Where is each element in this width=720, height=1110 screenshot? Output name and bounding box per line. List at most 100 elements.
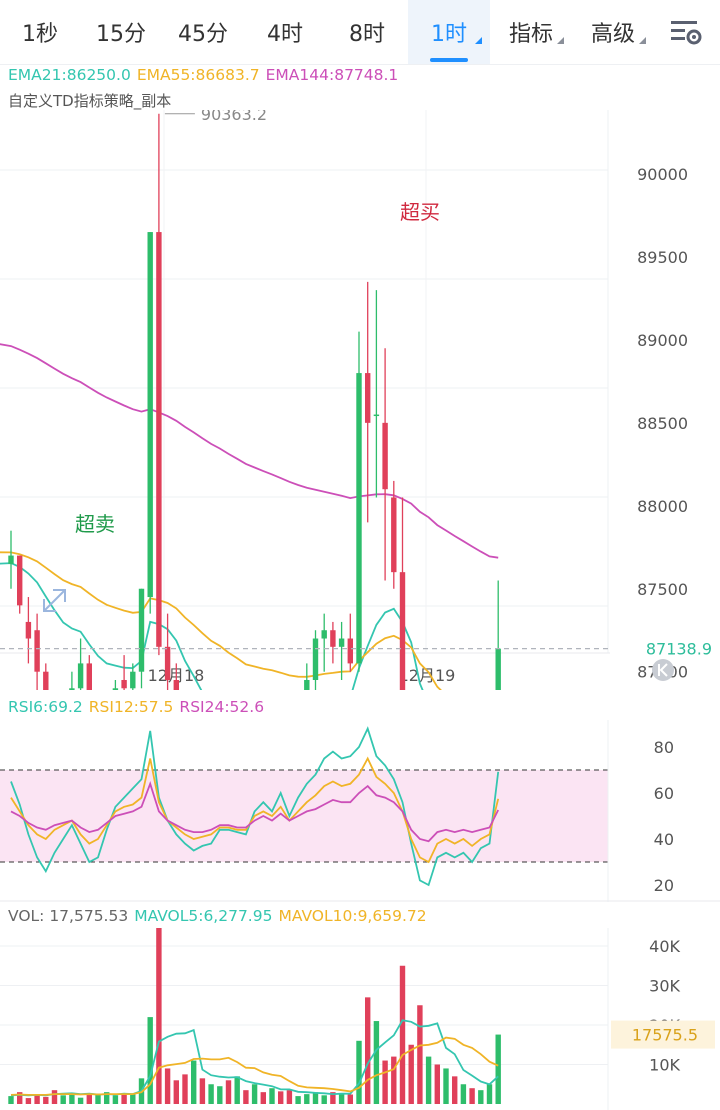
strategy-label: 自定义TD指标策略_副本: [8, 92, 172, 110]
date-tick-label: 12月19: [399, 666, 456, 685]
volume-bar: [365, 997, 371, 1104]
volume-bar: [330, 1092, 336, 1104]
volume-bar: [17, 1092, 23, 1104]
candle-body: [8, 555, 14, 564]
candle-body: [347, 638, 353, 664]
volume-bar: [95, 1093, 101, 1104]
volume-bar: [269, 1088, 275, 1104]
volume-bar: [295, 1096, 301, 1104]
rsi24-line: [10, 781, 500, 843]
volume-bar: [243, 1090, 249, 1104]
candle-body: [34, 630, 40, 672]
volume-bar: [112, 1095, 119, 1104]
volume-bar: [217, 1086, 223, 1104]
volume-bar: [434, 1064, 440, 1104]
candle-body: [77, 663, 84, 689]
rsi6-line: [10, 726, 500, 887]
ema-legend: EMA21:86250.0 EMA55:86683.7 EMA144:87748.1: [8, 66, 404, 84]
volume-bar: [173, 1080, 179, 1104]
dropdown-indicator-icon: [557, 37, 564, 44]
volume-bar: [460, 1084, 467, 1104]
price-tick-label: 88500: [637, 414, 688, 433]
candle-body: [365, 373, 371, 423]
tab-label: 指标: [508, 22, 553, 47]
timeframe-tab-bar: 1秒 15分 45分 4时 8时 1时 指标 高级: [0, 0, 720, 65]
volume-bar: [382, 1060, 388, 1104]
rsi6-value: RSI6:69.2: [8, 698, 83, 716]
candle-body: [373, 414, 380, 417]
oversold-label: 超卖: [75, 512, 115, 536]
tab-6[interactable]: 1时: [408, 0, 490, 64]
volume-bar: [452, 1076, 458, 1104]
ema21-value: EMA21:86250.0: [8, 66, 131, 84]
tab-7[interactable]: 指标: [490, 0, 572, 64]
tab-4[interactable]: 4时: [244, 0, 326, 64]
candle-body: [69, 688, 75, 690]
chart-settings-icon[interactable]: [654, 0, 718, 64]
candlestick-chart[interactable]: 9000089500890008850088000875008700086500…: [0, 110, 720, 690]
tab-label: 高级: [590, 22, 635, 47]
candle-body: [86, 663, 92, 690]
rsi-tick-label: 80: [654, 738, 674, 757]
volume-bar: [130, 1094, 136, 1104]
ema144-value: EMA144:87748.1: [265, 66, 399, 84]
candle-body: [321, 630, 327, 639]
overbought-label: 超买: [400, 200, 440, 224]
candle-body: [43, 671, 49, 690]
volume-bar: [86, 1094, 92, 1104]
volume-tick-label: 40K: [649, 937, 680, 956]
tab-3[interactable]: 45分: [162, 0, 244, 64]
volume-bar: [51, 1090, 58, 1104]
tab-1[interactable]: 1秒: [0, 0, 80, 64]
volume-bar: [469, 1088, 475, 1104]
volume-bar: [182, 1074, 188, 1104]
candle-body: [382, 422, 388, 490]
mavol10-line: [10, 1036, 499, 1096]
volume-bar: [260, 1092, 266, 1104]
tab-8[interactable]: 高级: [572, 0, 654, 64]
volume-chart[interactable]: 40K30K20K10K17575.5: [0, 928, 720, 1110]
tab-2[interactable]: 15分: [80, 0, 162, 64]
volume-bar: [251, 1084, 258, 1104]
volume-bar: [104, 1092, 110, 1104]
volume-bar: [486, 1084, 493, 1104]
mavol10-value: MAVOL10:9,659.72: [278, 907, 427, 925]
candle-body: [173, 679, 179, 690]
rsi-band: [0, 770, 608, 862]
rsi-tick-label: 20: [654, 876, 674, 895]
candle-body: [338, 638, 345, 647]
tab-label: 45分: [178, 22, 228, 47]
mavol5-value: MAVOL5:6,277.95: [134, 907, 273, 925]
scroll-to-latest-icon[interactable]: [652, 659, 674, 681]
candle-body: [312, 638, 319, 680]
volume-bar: [8, 1096, 14, 1104]
price-tick-label: 89000: [637, 331, 688, 350]
candle-body: [130, 671, 136, 689]
candle-body: [399, 572, 406, 690]
candle-body: [156, 232, 162, 647]
rsi12-value: RSI12:57.5: [88, 698, 174, 716]
volume-bar: [191, 1060, 197, 1104]
volume-bar: [478, 1090, 484, 1104]
tab-label: 8时: [349, 22, 385, 47]
dropdown-indicator-icon: [639, 37, 646, 44]
volume-bar: [234, 1076, 240, 1104]
expand-arrows-icon[interactable]: [43, 589, 66, 612]
candle-body: [391, 497, 397, 573]
volume-bar: [60, 1095, 66, 1104]
volume-current-box: [611, 1020, 715, 1049]
volume-bar: [77, 1097, 84, 1104]
tab-5[interactable]: 8时: [326, 0, 408, 64]
tab-label: 15分: [96, 22, 146, 47]
candle-body: [138, 588, 145, 672]
volume-bar: [69, 1092, 75, 1104]
price-tick-label: 89500: [637, 248, 688, 267]
rsi-chart[interactable]: 80 60 40 20: [0, 720, 720, 902]
tab-label: 1时: [431, 22, 467, 47]
scroll-icon-glyph: [658, 663, 668, 677]
expand-icon-path: [43, 589, 66, 612]
candle-body: [25, 621, 32, 639]
volume-bar: [156, 928, 162, 1104]
rsi-tick-label: 40: [654, 830, 674, 849]
tab-label: 4时: [267, 22, 303, 47]
